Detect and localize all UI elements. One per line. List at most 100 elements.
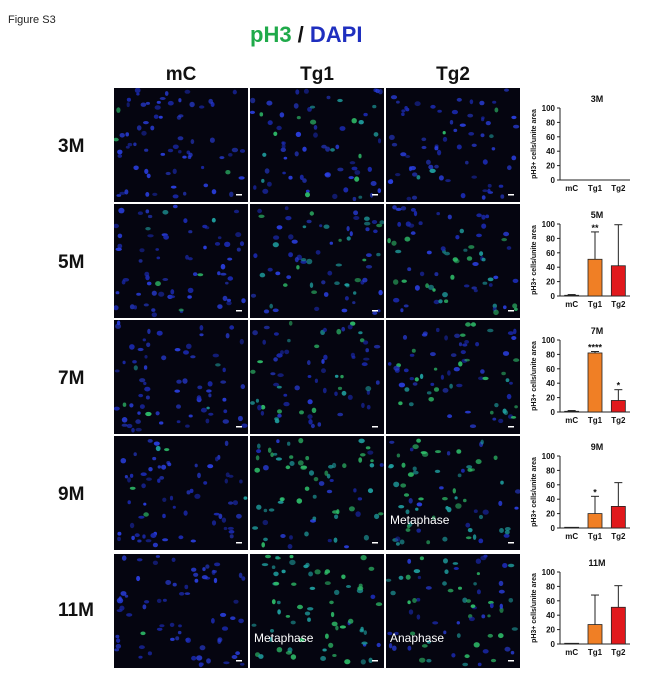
micrograph-5m-tg1: [250, 204, 384, 318]
significance-tg2: *: [617, 381, 621, 391]
x-tick-label-mc: mC: [565, 300, 578, 309]
column-header-tg1: Tg1: [300, 64, 334, 85]
y-tick-label: 0: [551, 176, 556, 185]
bar-tg1: [587, 352, 603, 413]
y-tick-label: 60: [546, 365, 555, 374]
x-tick-label-tg1: Tg1: [588, 416, 603, 425]
bar-tg2: [610, 506, 626, 529]
y-tick-label: 40: [546, 147, 555, 156]
y-tick-label: 100: [542, 568, 556, 577]
bar-tg1: [587, 513, 603, 529]
bar-mc: [564, 294, 580, 297]
caption-metaphase-11m-tg1: Metaphase: [254, 631, 314, 645]
y-tick-label: 80: [546, 118, 555, 127]
bar-chart-11m: 11M pH3+ cells/unite area 0 20 40 60 80 100 mC Tg…: [530, 554, 640, 670]
column-header-mc: mC: [165, 64, 197, 85]
bar-chart-9m: 9M pH3+ cells/unite area 0 20 40 60 80 100 mC * Tg…: [530, 438, 640, 554]
significance-tg1: **: [591, 223, 599, 233]
y-axis-label: pH3+ cells/unite area: [531, 225, 538, 295]
micrograph-5m-tg2: [386, 204, 520, 318]
x-tick-label-mc: mC: [565, 416, 578, 425]
bar-tg1: [587, 258, 603, 297]
y-tick-label: 100: [542, 452, 556, 461]
y-tick-label: 20: [546, 278, 555, 287]
micrograph-7m-tg2: [386, 320, 520, 434]
bar-tg2: [610, 265, 626, 297]
bar-tg2: [610, 400, 626, 413]
y-tick-label: 20: [546, 394, 555, 403]
micrograph-9m-tg1: [250, 436, 384, 550]
bar-chart-7m: 7M pH3+ cells/unite area 0 20 40 60 80 100 mC ***…: [530, 322, 640, 438]
y-tick-label: 80: [546, 234, 555, 243]
micrograph-3m-tg2: [386, 88, 520, 202]
y-tick-label: 0: [551, 292, 556, 301]
x-tick-label-tg1: Tg1: [588, 532, 603, 541]
y-tick-label: 40: [546, 611, 555, 620]
y-tick-label: 20: [546, 162, 555, 171]
x-tick-label-tg2: Tg2: [611, 648, 626, 657]
x-tick-label-tg1: Tg1: [588, 648, 603, 657]
significance-tg1: ****: [588, 343, 603, 353]
micrograph-7m-mc: [114, 320, 248, 434]
title-ph3: pH3: [250, 22, 292, 47]
y-axis-label: pH3+ cells/unite area: [531, 109, 538, 179]
y-tick-label: 0: [551, 640, 556, 649]
x-tick-label-mc: mC: [565, 532, 578, 541]
x-tick-label-mc: mC: [565, 648, 578, 657]
significance-tg1: *: [593, 487, 597, 497]
y-tick-label: 0: [551, 408, 556, 417]
y-tick-label: 20: [546, 510, 555, 519]
micrograph-9m-mc: [114, 436, 248, 550]
y-axis-label: pH3+ cells/unite area: [531, 457, 538, 527]
bar-mc: [564, 526, 580, 529]
bar-mc: [564, 410, 580, 413]
row-header-11m: 11M: [58, 600, 94, 621]
micrograph-9m-tg2: [386, 436, 520, 550]
caption-metaphase-9m-tg2: Metaphase: [390, 513, 450, 527]
caption-anaphase-11m-tg2: Anaphase: [390, 631, 445, 645]
bar-mc: [564, 642, 580, 645]
column-header-tg2: Tg2: [436, 64, 470, 85]
y-tick-label: 100: [542, 104, 556, 113]
y-tick-label: 60: [546, 597, 555, 606]
chart-title: 3M: [591, 94, 604, 104]
y-tick-label: 60: [546, 481, 555, 490]
y-tick-label: 60: [546, 249, 555, 258]
y-tick-label: 80: [546, 350, 555, 359]
row-header-3m: 3M: [58, 136, 85, 157]
y-tick-label: 20: [546, 626, 555, 635]
title-dapi: DAPI: [309, 22, 363, 47]
y-tick-label: 80: [546, 466, 555, 475]
bar-tg1: [587, 624, 603, 645]
x-tick-label-tg2: Tg2: [611, 300, 626, 309]
micrograph-3m-mc: [114, 88, 248, 202]
y-tick-label: 100: [542, 220, 556, 229]
figure-label: Figure S3: [8, 14, 56, 26]
y-tick-label: 60: [546, 133, 555, 142]
bar-tg2: [610, 606, 626, 645]
y-tick-label: 40: [546, 495, 555, 504]
chart-title: 5M: [591, 210, 604, 220]
row-header-9m: 9M: [58, 484, 85, 505]
x-tick-label-tg2: Tg2: [611, 416, 626, 425]
x-tick-label-tg1: Tg1: [588, 300, 603, 309]
micrograph-11m-tg1: [250, 554, 384, 668]
y-tick-label: 40: [546, 379, 555, 388]
micrograph-5m-mc: [114, 204, 248, 318]
y-tick-label: 40: [546, 263, 555, 272]
chart-title: 11M: [588, 558, 605, 568]
y-axis-label: pH3+ cells/unite area: [531, 341, 538, 411]
micrograph-7m-tg1: [250, 320, 384, 434]
y-tick-label: 100: [542, 336, 556, 345]
y-tick-label: 80: [546, 582, 555, 591]
chart-title: 9M: [591, 442, 604, 452]
row-header-5m: 5M: [58, 252, 85, 273]
micrograph-11m-tg2: [386, 554, 520, 668]
y-tick-label: 0: [551, 524, 556, 533]
title-separator: /: [291, 22, 310, 47]
x-tick-label-tg1: Tg1: [588, 184, 603, 193]
y-axis-label: pH3+ cells/unite area: [531, 573, 538, 643]
chart-title: 7M: [591, 326, 604, 336]
micrograph-3m-tg1: [250, 88, 384, 202]
x-tick-label-mc: mC: [565, 184, 578, 193]
